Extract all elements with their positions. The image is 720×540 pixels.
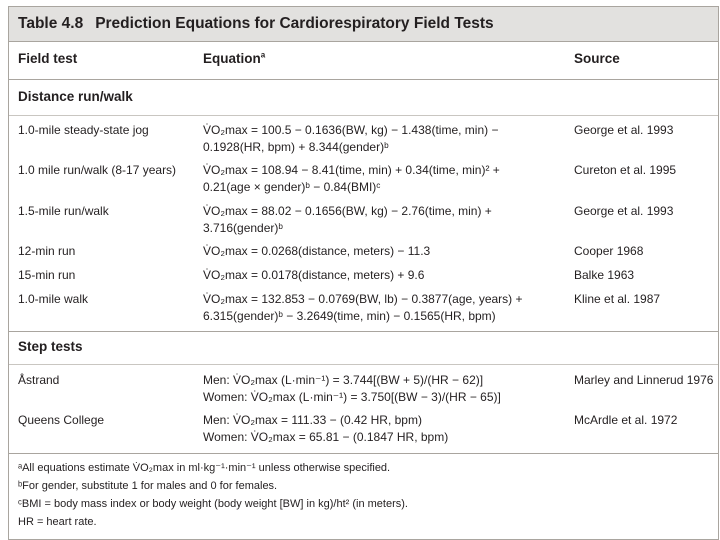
section-title-step: Step tests (18, 339, 83, 354)
row-source: McArdle et al. 1972 (574, 413, 678, 427)
row-source: Kline et al. 1987 (574, 292, 661, 306)
divider (9, 364, 718, 365)
row-equation-line1: V̇O₂max = 0.0268(distance, meters) − 11.… (203, 244, 431, 258)
row-test: Queens College (18, 413, 105, 427)
table-number: Table 4.8 (18, 15, 84, 32)
row-equation-line1: Men: V̇O₂max (L·min⁻¹) = 3.744[(BW + 5)/… (203, 373, 484, 387)
header-equation: Equationa (203, 50, 266, 66)
row-equation-line2: 0.1928(HR, bpm) + 8.344(gender)ᵇ (203, 140, 389, 154)
section-distance: Distance run/walk (9, 89, 718, 109)
table-title: Prediction Equations for Cardiorespirato… (95, 15, 494, 32)
row-test: 1.0 mile run/walk (8-17 years) (18, 163, 177, 177)
table-frame: Table 4.8 Prediction Equations for Cardi… (8, 6, 719, 540)
header-source: Source (574, 51, 620, 66)
row-source: George et al. 1993 (574, 123, 674, 137)
row-equation-line1: V̇O₂max = 100.5 − 0.1636(BW, kg) − 1.438… (203, 123, 499, 137)
row-equation-line1: V̇O₂max = 132.853 − 0.0769(BW, lb) − 0.3… (203, 292, 523, 306)
row-source: George et al. 1993 (574, 204, 674, 218)
row-test: 1.0-mile steady-state jog (18, 123, 149, 137)
row-equation-line1: V̇O₂max = 108.94 − 8.41(time, min) + 0.3… (203, 163, 500, 177)
row-equation-line1: Men: V̇O₂max = 111.33 − (0.42 HR, bpm) (203, 413, 422, 427)
row-equation-line2: Women: V̇O₂max (L·min⁻¹) = 3.750[(BW − 3… (203, 390, 501, 404)
row-equation-line2: 3.716(gender)ᵇ (203, 221, 283, 235)
row-test: Åstrand (18, 373, 60, 387)
row-test: 15-min run (18, 268, 76, 282)
divider (9, 79, 718, 80)
row-test: 1.5-mile run/walk (18, 204, 109, 218)
row-source: Balke 1963 (574, 268, 635, 282)
row-test: 12-min run (18, 244, 76, 258)
row-source: Marley and Linnerud 1976 (574, 373, 714, 387)
table-title-bar: Table 4.8 Prediction Equations for Cardi… (9, 7, 718, 42)
column-header-row: Field test Equationa Source (9, 51, 718, 73)
row-equation-line1: V̇O₂max = 0.0178(distance, meters) + 9.6 (203, 268, 425, 282)
divider (9, 115, 718, 116)
header-field-test: Field test (18, 51, 78, 66)
row-equation-line2: 6.315(gender)ᵇ − 3.2649(time, min) − 0.1… (203, 309, 496, 323)
section-step: Step tests (9, 339, 718, 359)
row-source: Cooper 1968 (574, 244, 644, 258)
section-title-distance: Distance run/walk (18, 89, 133, 104)
row-source: Cureton et al. 1995 (574, 163, 677, 177)
row-test: 1.0-mile walk (18, 292, 89, 306)
row-equation-line1: V̇O₂max = 88.02 − 0.1656(BW, kg) − 2.76(… (203, 204, 492, 218)
divider (9, 331, 718, 332)
row-equation-line2: 0.21(age × gender)ᵇ − 0.84(BMI)ᶜ (203, 180, 381, 194)
row-equation-line2: Women: V̇O₂max = 65.81 − (0.1847 HR, bpm… (203, 430, 449, 444)
divider (9, 453, 718, 454)
